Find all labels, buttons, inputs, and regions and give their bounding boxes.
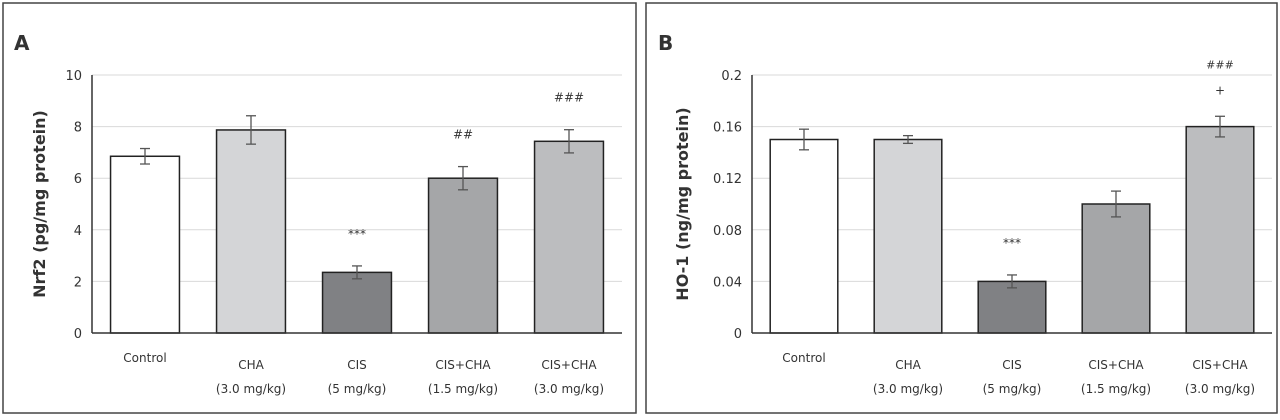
bar — [977, 280, 1047, 334]
x-tick-label-dose: (1.5 mg/kg) — [1081, 382, 1151, 396]
y-tick-label: 0 — [74, 327, 82, 342]
x-tick-label-dose: (3.0 mg/kg) — [873, 382, 943, 396]
x-tick-label: CHA — [895, 358, 921, 372]
bar — [1081, 203, 1151, 334]
x-tick-label: Control — [782, 351, 825, 365]
bar — [533, 140, 605, 334]
panel-label: A — [14, 31, 30, 55]
y-axis-label: Nrf2 (pg/mg protein) — [30, 110, 49, 298]
significance-marker: *** — [1003, 236, 1021, 250]
x-tick-label-dose: (1.5 mg/kg) — [428, 382, 498, 396]
panel-border — [645, 2, 1278, 414]
x-tick-label: Control — [123, 351, 166, 365]
bar — [769, 138, 839, 334]
x-tick-label: CIS — [1002, 358, 1022, 372]
x-tick-label-dose: (3.0 mg/kg) — [216, 382, 286, 396]
y-tick-label: 6 — [74, 172, 82, 187]
significance-marker: + — [1215, 83, 1225, 97]
bar — [321, 271, 393, 334]
x-tick-label-dose: (3.0 mg/kg) — [534, 382, 604, 396]
x-tick-label: CIS — [347, 358, 367, 372]
significance-marker: ### — [554, 91, 584, 105]
bar — [109, 155, 181, 334]
y-tick-label: 0.08 — [713, 224, 742, 239]
y-tick-label: 2 — [74, 275, 82, 290]
y-tick-label: 0.2 — [721, 69, 742, 84]
y-tick-label: 10 — [65, 69, 82, 84]
y-tick-label: 0.04 — [713, 275, 742, 290]
y-tick-label: 0.12 — [713, 172, 742, 187]
x-tick-label: CIS+CHA — [541, 358, 597, 372]
panel-label: B — [658, 31, 673, 55]
x-tick-label: CHA — [238, 358, 264, 372]
bar — [1185, 125, 1255, 334]
bar — [427, 177, 499, 334]
x-tick-label: CIS+CHA — [1192, 358, 1248, 372]
y-tick-label: 8 — [74, 121, 82, 136]
significance-marker: *** — [348, 227, 366, 241]
significance-marker: ### — [1206, 58, 1234, 71]
bar — [873, 138, 943, 334]
bar — [215, 129, 287, 334]
y-tick-label: 0.16 — [713, 121, 742, 136]
x-tick-label: CIS+CHA — [1088, 358, 1144, 372]
x-tick-label-dose: (5 mg/kg) — [983, 382, 1042, 396]
chart-panel-a: A 0 2 4 6 8 10 Nrf2 (pg/mg protein) Control CHA (3… — [2, 2, 637, 414]
significance-marker: ## — [453, 128, 473, 142]
y-tick-label: 4 — [74, 224, 82, 239]
y-tick-label: 0 — [734, 327, 742, 342]
x-tick-label: CIS+CHA — [435, 358, 491, 372]
y-axis-label: HO-1 (ng/mg protein) — [673, 107, 692, 300]
chart-panel-b: B 0 0.04 0.08 0.12 0.16 0.2 HO-1 (ng/mg protein… — [645, 2, 1278, 414]
x-tick-label-dose: (3.0 mg/kg) — [1185, 382, 1255, 396]
panel-border — [2, 2, 637, 414]
x-tick-label-dose: (5 mg/kg) — [328, 382, 387, 396]
